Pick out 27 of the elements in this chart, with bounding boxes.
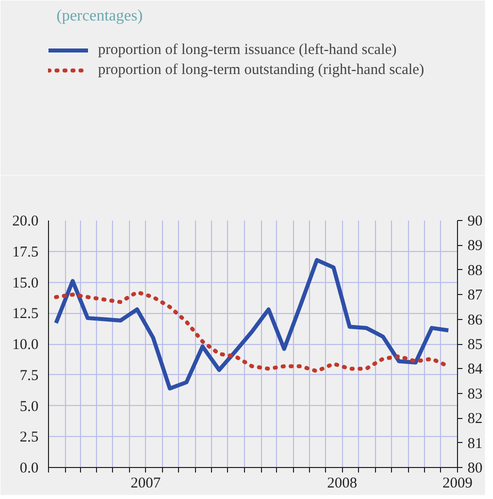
y2-tick-label: 81 [468,436,482,452]
y-tick-label: 10.0 [12,337,38,353]
y-tick-label: 5.0 [20,398,38,415]
y-tick-label: 12.5 [12,306,38,322]
x-tick-label: 2009 [442,476,472,492]
y2-tick-label: 86 [468,312,483,328]
y-tick-label: 17.5 [12,244,38,260]
y2-tick-label: 80 [468,460,482,476]
y2-tick-label: 85 [468,337,482,353]
legend-label: proportion of long-term outstanding (right-hand scale) [98,62,424,78]
y2-tick-label: 90 [468,214,482,230]
y-tick-label: 2.5 [20,430,38,446]
y2-tick-label: 82 [468,411,482,428]
y2-tick-label: 83 [468,386,482,402]
y2-tick-label: 87 [468,288,483,304]
y-tick-label: 20.0 [12,214,38,230]
chart-title: (percentages) [56,8,143,24]
y2-tick-label: 89 [468,238,482,254]
y2-tick-label: 88 [468,262,482,279]
legend-label: proportion of long-term issuance (left-hand scale) [98,42,397,58]
x-tick-label: 2008 [327,476,358,492]
y-tick-label: 0.0 [20,460,38,476]
y-tick-label: 7.5 [20,368,38,384]
y-tick-label: 15.0 [12,275,38,292]
x-tick-label: 2007 [130,476,162,492]
y2-tick-label: 84 [468,362,483,378]
line-series [54,258,450,390]
